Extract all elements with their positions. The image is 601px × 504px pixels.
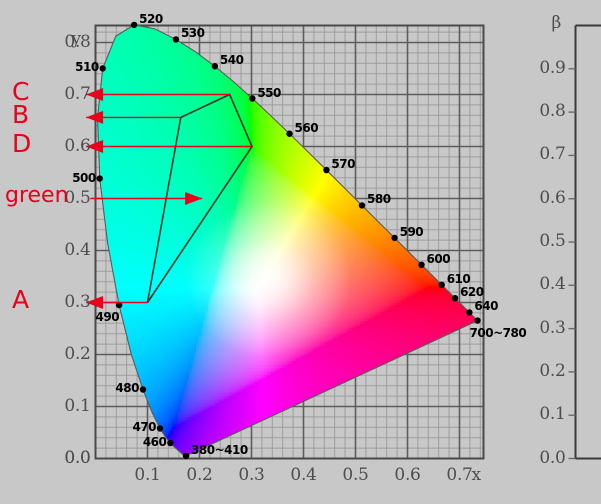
beta-tick-label-0.8: 0.8 [514,101,565,121]
y-axis-tick-label-0: 0.0 [43,448,90,468]
wavelength-label-520: 520 [139,12,163,26]
wavelength-markers [96,21,481,460]
wavelength-label-570: 570 [331,157,355,171]
annotation-label-D: D [12,131,31,156]
beta-tick-label-0.3: 0.3 [514,318,565,338]
wavelength-label-470: 470 [120,420,156,434]
wavelength-label-490: 490 [83,310,120,324]
wavelength-label-380-410: 380~410 [191,443,248,457]
wavelength-marker-dot [418,261,425,268]
y-axis-tick-label-0.6: 0.6 [43,136,90,156]
x-axis-tick-label-0.6: 0.6 [388,465,428,485]
wavelength-marker-dot [211,63,219,70]
x-axis-tick-label-0.4: 0.4 [284,465,324,485]
wavelength-label-530: 530 [181,26,205,40]
wavelength-marker-dot [167,439,174,447]
wavelength-marker-dot [466,309,473,316]
annotation-label-C: C [12,79,29,104]
wavelength-label-550: 550 [257,86,281,100]
wavelength-label-620: 620 [460,285,484,299]
beta-tick-label-0.6: 0.6 [514,188,565,208]
x-axis-tick-label-0.2: 0.2 [180,465,220,485]
y-axis-tick-label-0.4: 0.4 [43,240,90,260]
y-axis-tick-label-0.1: 0.1 [43,396,90,416]
annotation-label-B: B [12,102,29,127]
beta-tick-label-0.2: 0.2 [514,361,565,381]
x-axis-tick-label-0.1: 0.1 [128,465,168,485]
x-axis-tick-label-0.3: 0.3 [232,465,272,485]
y-axis-tick-label-0.3: 0.3 [43,292,90,312]
wavelength-marker-dot [451,294,459,302]
wavelength-marker-dot [286,130,293,137]
wavelength-marker-dot [139,386,147,393]
annotation-label-green: green [5,184,69,207]
beta-tick-label-0.4: 0.4 [514,274,565,294]
wavelength-label-600: 600 [427,252,451,266]
wavelength-label-510: 510 [63,60,99,74]
wavelength-marker-dot [474,317,481,324]
wavelength-label-590: 590 [400,225,424,239]
wavelength-marker-dot [249,95,256,102]
beta-tick-label-0.1: 0.1 [514,404,565,424]
beta-tick-label-0.0: 0.0 [514,448,565,468]
wavelength-label-580: 580 [367,192,391,206]
annotation-arrowhead-D [86,140,104,153]
y-axis-tick-label-0.2: 0.2 [43,344,90,364]
wavelength-marker-dot [115,301,123,309]
wavelength-marker-dot [391,234,398,242]
wavelength-marker-dot [156,425,164,432]
wavelength-label-500: 500 [60,171,96,185]
beta-tick-label-0.7: 0.7 [514,144,565,164]
wavelength-marker-dot [323,166,330,174]
beta-axis-panel [568,24,601,460]
annotation-label-A: A [12,287,29,312]
plot-frame [94,24,485,460]
x-axis-tick-label-0.7: 0.7 [440,465,480,485]
wavelength-marker-dot [99,65,106,72]
x-axis-tick-label-0: 0.0 [43,448,90,468]
annotation-arrowhead-B [86,110,104,124]
beta-tick-label-0.9: 0.9 [514,58,565,78]
annotation-arrows [86,88,252,309]
annotation-arrowhead-A [86,296,104,309]
y-axis-tick-label-0.8: 0.8 [43,32,90,52]
wavelength-label-700-780: 700~780 [470,326,527,340]
y-axis-tick-label-0.7: 0.7 [43,84,90,104]
beta-axis-name: β [552,13,562,33]
wavelength-label-640: 640 [474,299,498,313]
wavelength-label-560: 560 [295,121,319,135]
spectral-locus-outline [96,24,479,457]
wavelength-label-540: 540 [220,53,244,67]
wavelength-label-480: 480 [103,381,139,395]
wavelength-marker-dot [96,175,103,182]
y-axis-tick-label-0.5: 0.5 [43,188,90,208]
x-axis-name: x [472,465,482,485]
wavelength-label-610: 610 [447,272,471,286]
wavelength-marker-dot [182,452,190,460]
wavelength-label-460: 460 [130,435,167,449]
x-axis-tick-label-0.5: 0.5 [336,465,376,485]
wavelength-marker-dot [130,21,138,29]
white-point-bloom [185,201,352,358]
wavelength-marker-dot [438,281,445,289]
annotation-arrowhead-C [86,88,104,101]
annotation-arrowhead-green [185,192,203,205]
wavelength-marker-dot [172,36,180,43]
y-axis-name: y [72,29,82,49]
wavelength-marker-dot [358,202,366,209]
beta-tick-label-0.5: 0.5 [514,231,565,251]
